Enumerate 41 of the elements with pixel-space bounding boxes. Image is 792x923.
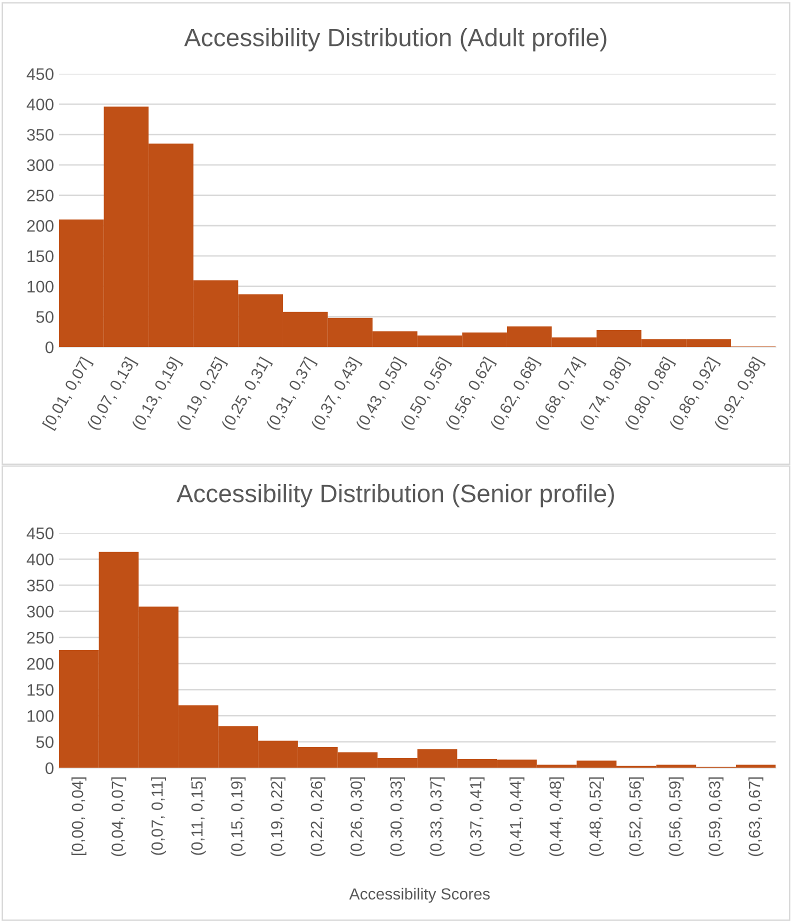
x-tick-label: (0,41, 0,44]	[509, 777, 524, 856]
x-tick-label: (0,59, 0,63]	[708, 777, 724, 856]
y-tick-label: 100	[28, 710, 54, 722]
y-tick-label: 200	[27, 658, 54, 670]
y-tick-label: 400	[26, 554, 54, 566]
chart-title: Accessibility Distribution (Adult profile)	[184, 28, 606, 52]
x-tick-label: (0,26, 0,30]	[350, 777, 366, 856]
y-tick-label: 0	[46, 341, 54, 354]
y-tick-label: 450	[26, 527, 54, 540]
y-tick-label: 450	[26, 68, 54, 80]
x-tick-label: (0,52, 0,56]	[628, 777, 644, 856]
y-tick-label: 400	[26, 98, 54, 110]
x-tick-label: (0,37, 0,41]	[470, 777, 485, 856]
x-tick-label: (0,30, 0,33]	[390, 777, 405, 856]
chart-title: Accessibility Distribution (Senior profile)	[176, 484, 614, 508]
x-tick-label: (0,22, 0,26]	[310, 777, 326, 856]
y-tick-label: 250	[27, 190, 54, 202]
x-tick-label: (0,19, 0,22]	[270, 777, 286, 856]
y-tick-label: 150	[28, 684, 54, 696]
x-tick-label: (0,04, 0,07]	[111, 777, 126, 856]
x-tick-label: (0,33, 0,37]	[430, 777, 445, 856]
x-tick-label: (0,11, 0,15]	[190, 777, 206, 855]
x-tick-label: (0,48, 0,52]	[589, 777, 604, 856]
y-tick-label: 200	[27, 220, 54, 232]
x-axis-title: Accessibility Scores	[349, 888, 490, 903]
y-tick-label: 100	[28, 280, 54, 293]
y-tick-label: 300	[26, 606, 54, 618]
y-tick-label: 300	[26, 159, 54, 172]
y-tick-label: 350	[26, 580, 54, 592]
x-tick-label: [0,00, 0,04]	[71, 777, 86, 856]
y-tick-label: 350	[26, 128, 54, 141]
x-tick-label: (0,56, 0,59]	[668, 777, 684, 856]
y-tick-label: 250	[27, 632, 54, 644]
x-tick-label: (0,07, 0,11]	[151, 777, 166, 855]
y-tick-label: 50	[36, 311, 54, 323]
x-tick-label: (0,63, 0,67]	[748, 777, 764, 856]
x-tick-label: (0,15, 0,19]	[230, 777, 246, 856]
x-tick-label: (0,44, 0,48]	[549, 777, 564, 856]
y-tick-label: 150	[28, 250, 54, 262]
y-tick-label: 0	[46, 762, 54, 774]
y-tick-label: 50	[36, 736, 54, 748]
